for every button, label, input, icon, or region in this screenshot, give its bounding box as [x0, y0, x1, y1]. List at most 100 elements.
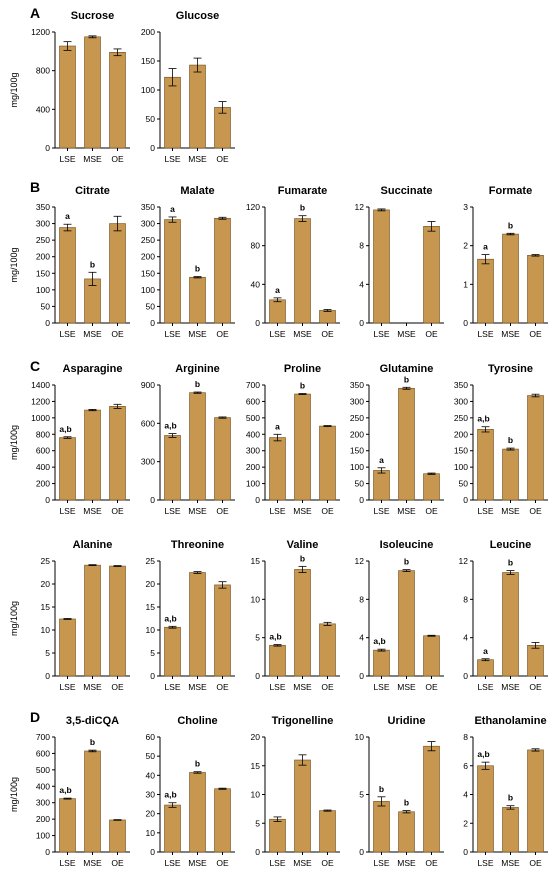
bar-mse — [398, 387, 415, 501]
bar-oe — [423, 473, 440, 501]
y-tick-label: 150 — [141, 268, 155, 278]
x-tick-label: MSE — [501, 329, 520, 339]
y-tick-label: 0 — [150, 847, 155, 857]
y-tick-label: 0 — [150, 143, 155, 153]
y-tick-label: 0 — [359, 671, 364, 681]
significance-label: a,b — [477, 749, 489, 759]
significance-label: b — [195, 379, 200, 389]
significance-label: a — [65, 211, 70, 221]
significance-label: b — [508, 558, 513, 568]
y-tick-label: 50 — [355, 479, 365, 489]
significance-label: b — [508, 220, 513, 230]
x-tick-label: LSE — [269, 329, 285, 339]
y-tick-label: 0 — [150, 495, 155, 505]
y-axis-label: mg/100g — [9, 777, 19, 812]
bar-lse — [477, 258, 494, 324]
bar-lse — [477, 659, 494, 677]
bar-oe — [527, 255, 544, 324]
x-tick-label: OE — [529, 682, 542, 692]
y-tick-label: 25 — [41, 556, 51, 566]
y-tick-label: 1000 — [31, 413, 50, 423]
y-tick-label: 60 — [146, 732, 156, 742]
section-letter-b: B — [30, 179, 40, 195]
x-tick-label: OE — [111, 154, 124, 164]
x-tick-label: LSE — [164, 506, 180, 516]
y-tick-label: 0 — [255, 671, 260, 681]
y-tick-label: 10 — [251, 594, 261, 604]
y-tick-label: 200 — [36, 814, 50, 824]
y-tick-label: 1400 — [31, 380, 50, 390]
y-tick-label: 350 — [454, 380, 468, 390]
bar-oe — [214, 584, 231, 677]
bar-oe — [319, 623, 336, 677]
y-tick-label: 100 — [454, 462, 468, 472]
y-axis-label: mg/100g — [9, 425, 19, 460]
bar-oe — [527, 749, 544, 853]
chart-title-arginine: Arginine — [175, 363, 220, 375]
bar-oe — [109, 819, 126, 853]
y-tick-label: 15 — [251, 761, 261, 771]
y-tick-label: 20 — [146, 809, 156, 819]
y-tick-label: 3 — [463, 202, 468, 212]
y-tick-label: 0 — [45, 847, 50, 857]
x-tick-label: LSE — [373, 682, 389, 692]
significance-label: a — [379, 455, 384, 465]
significance-label: b — [90, 259, 95, 269]
y-tick-label: 250 — [36, 235, 50, 245]
significance-label: b — [404, 798, 409, 808]
y-tick-label: 12 — [459, 556, 469, 566]
y-tick-label: 8 — [463, 594, 468, 604]
significance-label: a,b — [477, 414, 489, 424]
y-tick-label: 4 — [463, 633, 468, 643]
bar-lse — [477, 429, 494, 501]
chart-title-leucine: Leucine — [490, 539, 532, 551]
y-tick-label: 400 — [36, 462, 50, 472]
chart-title-valine: Valine — [287, 539, 319, 551]
x-tick-label: OE — [321, 506, 334, 516]
y-tick-label: 12 — [355, 202, 365, 212]
chart-title-sucrose: Sucrose — [71, 10, 114, 22]
significance-label: b — [508, 793, 513, 803]
significance-label: a,b — [59, 424, 71, 434]
y-tick-label: 15 — [251, 556, 261, 566]
bar-lse — [59, 437, 76, 501]
chart-title-ethanolamine: Ethanolamine — [474, 715, 546, 727]
y-tick-label: 250 — [350, 413, 364, 423]
bar-lse — [164, 626, 181, 677]
x-tick-label: MSE — [188, 506, 207, 516]
y-tick-label: 200 — [350, 429, 364, 439]
y-tick-label: 0 — [255, 318, 260, 328]
y-tick-label: 300 — [454, 396, 468, 406]
y-tick-label: 5 — [255, 818, 260, 828]
x-tick-label: MSE — [397, 506, 416, 516]
chart-title-asparagine: Asparagine — [63, 363, 123, 375]
y-tick-label: 5 — [150, 648, 155, 658]
significance-label: a,b — [269, 632, 281, 642]
y-tick-label: 5 — [255, 633, 260, 643]
bar-mse — [294, 759, 311, 853]
x-tick-label: LSE — [373, 858, 389, 868]
y-tick-label: 10 — [146, 625, 156, 635]
significance-label: b — [300, 203, 305, 213]
y-tick-label: 700 — [36, 732, 50, 742]
significance-label: a — [170, 204, 175, 214]
x-tick-label: MSE — [83, 329, 102, 339]
y-tick-label: 10 — [41, 625, 51, 635]
x-tick-label: LSE — [269, 506, 285, 516]
y-tick-label: 8 — [359, 241, 364, 251]
x-tick-label: MSE — [501, 858, 520, 868]
bar-lse — [164, 435, 181, 501]
x-tick-label: OE — [529, 329, 542, 339]
x-tick-label: OE — [111, 329, 124, 339]
y-tick-label: 0 — [45, 495, 50, 505]
chart-title-choline: Choline — [177, 715, 217, 727]
chart-title-formate: Formate — [489, 185, 532, 197]
x-tick-label: OE — [111, 682, 124, 692]
y-tick-label: 2 — [463, 241, 468, 251]
x-tick-label: MSE — [293, 329, 312, 339]
x-tick-label: MSE — [293, 682, 312, 692]
bar-mse — [294, 393, 311, 501]
y-tick-label: 150 — [454, 446, 468, 456]
